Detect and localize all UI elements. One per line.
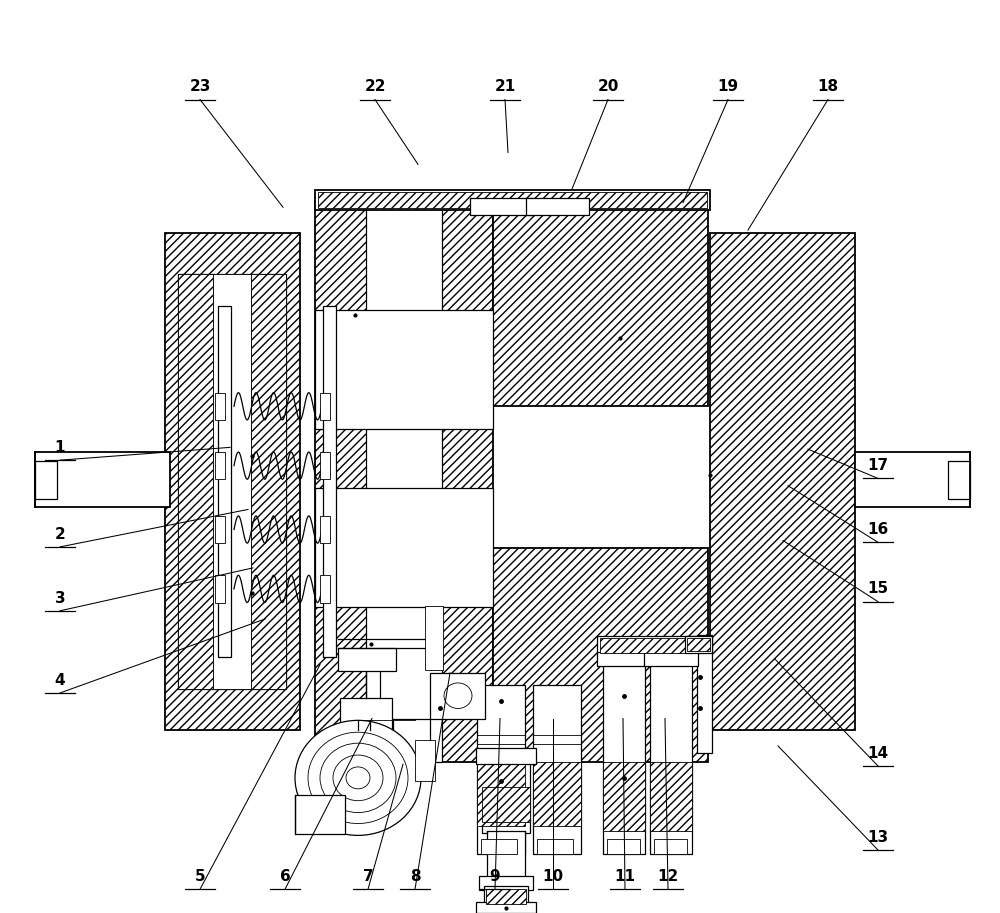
Bar [315, 488, 493, 607]
Bar [479, 876, 533, 890]
Circle shape [295, 720, 421, 835]
Bar [685, 636, 712, 653]
Bar [482, 752, 530, 833]
Bar [644, 652, 698, 666]
Bar [484, 886, 528, 906]
Bar [35, 452, 170, 507]
Text: 1: 1 [55, 440, 65, 455]
Bar [476, 902, 536, 913]
Bar [476, 748, 536, 764]
Text: 6: 6 [280, 869, 290, 884]
Text: 2: 2 [55, 527, 65, 541]
Bar [295, 795, 345, 834]
Bar [650, 762, 692, 831]
Bar [607, 839, 640, 854]
Text: 17: 17 [867, 458, 889, 473]
Bar [415, 740, 435, 781]
Text: 13: 13 [867, 830, 889, 845]
Bar [315, 201, 493, 762]
Text: 9: 9 [490, 869, 500, 884]
Bar [425, 606, 443, 670]
Bar [251, 274, 286, 689]
Bar [215, 393, 225, 420]
Bar [533, 685, 581, 854]
Bar [215, 575, 225, 603]
Text: 23: 23 [189, 79, 211, 94]
Bar [320, 393, 330, 420]
Bar [537, 839, 573, 854]
Circle shape [346, 767, 370, 789]
Bar [320, 452, 330, 479]
Text: 5: 5 [195, 869, 205, 884]
Bar [477, 762, 525, 826]
Bar [213, 274, 251, 689]
Bar [597, 636, 697, 655]
Circle shape [320, 743, 396, 813]
Bar [366, 201, 442, 762]
Bar [35, 461, 57, 499]
Text: 20: 20 [597, 79, 619, 94]
Bar [650, 655, 692, 854]
Text: 19: 19 [717, 79, 739, 94]
Text: 16: 16 [867, 522, 889, 537]
Bar [215, 452, 225, 479]
Bar [315, 310, 493, 429]
Bar [486, 889, 526, 904]
Text: 4: 4 [55, 673, 65, 687]
Text: 3: 3 [55, 591, 65, 605]
Bar [603, 655, 645, 854]
Bar [855, 452, 970, 507]
Bar [340, 698, 392, 730]
Bar [165, 233, 300, 730]
Bar [482, 787, 530, 822]
Text: 12: 12 [657, 869, 679, 884]
Text: 8: 8 [410, 869, 420, 884]
Bar [323, 306, 336, 657]
Bar [710, 233, 855, 730]
Bar [477, 685, 525, 854]
Circle shape [333, 755, 383, 801]
Bar [315, 190, 710, 210]
Bar [654, 839, 687, 854]
Bar [600, 638, 694, 653]
Bar [430, 673, 485, 719]
Text: 22: 22 [364, 79, 386, 94]
Text: 21: 21 [494, 79, 516, 94]
Bar [218, 306, 231, 657]
Circle shape [444, 683, 472, 708]
Bar [603, 762, 645, 831]
Bar [493, 548, 708, 762]
Bar [318, 192, 707, 208]
Text: 7: 7 [363, 869, 373, 884]
Text: 14: 14 [867, 746, 889, 761]
Bar [320, 575, 330, 603]
Bar [533, 762, 581, 826]
Bar [481, 839, 517, 854]
Bar [178, 274, 286, 689]
Bar [493, 201, 708, 406]
Bar [487, 831, 525, 884]
Text: 11: 11 [614, 869, 636, 884]
Bar [338, 648, 396, 671]
Text: 15: 15 [867, 582, 889, 596]
Bar [597, 652, 651, 666]
Bar [320, 516, 330, 543]
Bar [470, 198, 533, 215]
Text: 10: 10 [542, 869, 564, 884]
Circle shape [308, 732, 408, 824]
Bar [687, 638, 710, 651]
Bar [215, 516, 225, 543]
Text: 18: 18 [817, 79, 839, 94]
Bar [697, 635, 712, 753]
Bar [178, 274, 213, 689]
Bar [948, 461, 970, 499]
Bar [526, 198, 589, 215]
